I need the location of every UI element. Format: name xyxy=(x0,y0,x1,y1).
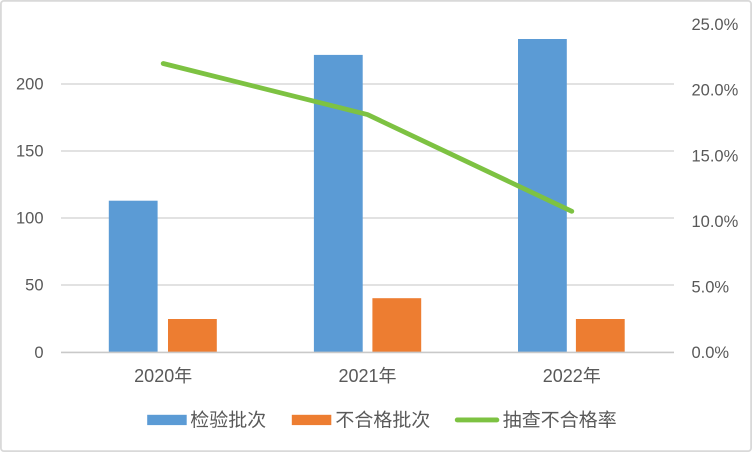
svg-text:2021: 2021 xyxy=(338,366,378,386)
svg-text:2020: 2020 xyxy=(134,366,174,386)
svg-text:20.0%: 20.0% xyxy=(692,82,739,100)
svg-text:50: 50 xyxy=(25,277,43,295)
svg-text:15.0%: 15.0% xyxy=(692,147,739,165)
svg-text:2022: 2022 xyxy=(543,366,583,386)
svg-text:150: 150 xyxy=(16,143,44,161)
svg-text:5.0%: 5.0% xyxy=(692,278,730,296)
svg-text:10.0%: 10.0% xyxy=(692,213,739,231)
svg-text:0: 0 xyxy=(34,344,43,362)
svg-text:0.0%: 0.0% xyxy=(692,344,730,362)
svg-text:200: 200 xyxy=(16,76,44,94)
svg-text:25.0%: 25.0% xyxy=(692,16,739,34)
svg-text:100: 100 xyxy=(16,210,44,228)
